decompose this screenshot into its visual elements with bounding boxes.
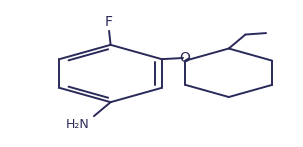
Text: O: O	[180, 51, 191, 65]
Text: H₂N: H₂N	[66, 118, 89, 131]
Text: F: F	[105, 15, 113, 29]
